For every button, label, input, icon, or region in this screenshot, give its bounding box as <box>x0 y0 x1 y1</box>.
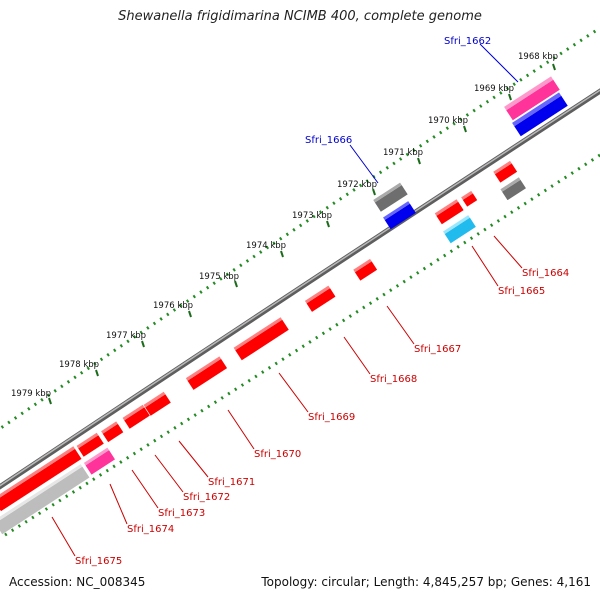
gene-sfri-1674[interactable] <box>83 447 116 475</box>
tick-label-1975: 1975 kbp <box>199 272 239 282</box>
gene-sfri-1664c[interactable] <box>461 190 478 207</box>
gene-label-sfri-1670[interactable]: Sfri_1670 <box>254 449 301 460</box>
ruler-tick-7 <box>234 280 238 288</box>
genome-backbone <box>0 88 600 490</box>
gene-sfri-1670[interactable] <box>143 391 171 416</box>
ruler-tick-6 <box>280 250 284 258</box>
gene-label-sfri-1665[interactable]: Sfri_1665 <box>498 286 545 297</box>
ruler-tick-9 <box>141 340 145 348</box>
tick-label-1969: 1969 kbp <box>474 84 514 94</box>
tick-label-1972: 1972 kbp <box>337 180 377 190</box>
map-title: Shewanella frigidimarina NCIMB 400, comp… <box>118 9 482 24</box>
gene-sfri-1664b[interactable] <box>500 177 526 201</box>
gene-sfri-1663[interactable] <box>512 92 568 137</box>
leader-lines <box>51 43 523 557</box>
tick-label-1973: 1973 kbp <box>292 211 332 221</box>
tick-label-1976: 1976 kbp <box>153 301 193 311</box>
gene-label-sfri-1668[interactable]: Sfri_1668 <box>370 374 417 385</box>
gene-sfri-1664a[interactable] <box>493 160 518 183</box>
gene-label-sfri-1669[interactable]: Sfri_1669 <box>308 412 355 423</box>
gene-sfri-1673[interactable] <box>76 432 104 457</box>
gene-sfri-1666b[interactable] <box>383 201 416 230</box>
tick-label-1970: 1970 kbp <box>428 116 468 126</box>
tick-label-1968: 1968 kbp <box>518 52 558 62</box>
tick-marks <box>48 63 556 405</box>
gene-sfri-1668[interactable] <box>233 317 289 361</box>
gene-sfri-1665a[interactable] <box>434 199 464 225</box>
ruler-tick-5 <box>326 220 330 228</box>
gene-sfri-1665[interactable] <box>443 215 476 244</box>
ruler-tick-1 <box>508 93 512 101</box>
genome-summary-text: Topology: circular; Length: 4,845,257 bp… <box>261 575 591 589</box>
tick-label-1977: 1977 kbp <box>106 331 146 341</box>
tick-label-1979: 1979 kbp <box>11 389 51 399</box>
ruler-tick-11 <box>48 397 52 405</box>
gene-label-sfri-1662[interactable]: Sfri_1662 <box>444 36 491 47</box>
gene-sfri-1667a[interactable] <box>353 258 378 281</box>
ruler-tick-8 <box>188 310 192 318</box>
gene-sfri-1672[interactable] <box>101 421 124 443</box>
genome-backbone-highlight <box>0 89 600 487</box>
gene-sfri-1669[interactable] <box>185 356 228 390</box>
gene-sfri-1671[interactable] <box>122 404 150 429</box>
tick-label-1974: 1974 kbp <box>246 241 286 251</box>
tick-label-1971: 1971 kbp <box>383 148 423 158</box>
gene-sfri-1675[interactable] <box>0 464 90 535</box>
gene-sfri-1675a[interactable] <box>0 446 82 512</box>
accession-text: Accession: NC_008345 <box>9 575 146 589</box>
gene-sfri-1666[interactable] <box>373 182 408 212</box>
gene-label-sfri-1673[interactable]: Sfri_1673 <box>158 508 205 519</box>
gene-sfri-1667[interactable] <box>304 285 336 312</box>
ruler-tick-10 <box>95 369 99 377</box>
ruler-tick-4 <box>372 188 376 196</box>
tick-label-1978: 1978 kbp <box>59 360 99 370</box>
gene-label-sfri-1666[interactable]: Sfri_1666 <box>305 135 352 146</box>
gene-label-sfri-1675[interactable]: Sfri_1675 <box>75 556 122 567</box>
ruler-tick-2 <box>463 125 467 133</box>
gene-label-sfri-1674[interactable]: Sfri_1674 <box>127 524 174 535</box>
gene-label-sfri-1667[interactable]: Sfri_1667 <box>414 344 461 355</box>
gene-label-sfri-1672[interactable]: Sfri_1672 <box>183 492 230 503</box>
ruler-tick-3 <box>417 157 421 165</box>
gene-label-sfri-1664[interactable]: Sfri_1664 <box>522 268 569 279</box>
gene-label-sfri-1671[interactable]: Sfri_1671 <box>208 477 255 488</box>
ruler-tick-0 <box>552 63 556 71</box>
gene-sfri-1662[interactable] <box>504 76 560 121</box>
